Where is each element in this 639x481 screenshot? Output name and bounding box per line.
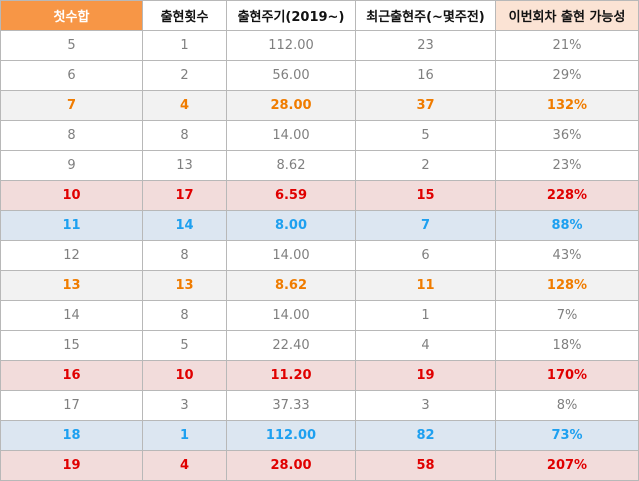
cell-probability: 36% [495,120,639,151]
cell-cycle: 14.00 [226,240,356,271]
cell-probability: 43% [495,240,639,271]
header-row: 첫수합 출현횟수 출현주기(2019~) 최근출현주(~몇주전) 이번회차 출현… [0,0,639,31]
cell-count: 1 [142,30,227,61]
cell-first-sum: 16 [0,360,143,391]
cell-recent: 6 [355,240,496,271]
cell-probability: 23% [495,150,639,181]
table-row: 15 5 22.40 4 18% [0,330,639,361]
header-first-sum: 첫수합 [0,0,143,31]
cell-cycle: 28.00 [226,90,356,121]
cell-probability: 128% [495,270,639,301]
cell-first-sum: 7 [0,90,143,121]
table-row: 6 2 56.00 16 29% [0,60,639,91]
cell-count: 4 [142,90,227,121]
cell-count: 10 [142,360,227,391]
cell-recent: 7 [355,210,496,241]
table-row: 14 8 14.00 1 7% [0,300,639,331]
cell-first-sum: 5 [0,30,143,61]
cell-first-sum: 10 [0,180,143,211]
cell-probability: 7% [495,300,639,331]
cell-count: 4 [142,450,227,481]
table-row: 5 1 112.00 23 21% [0,30,639,61]
cell-count: 5 [142,330,227,361]
cell-recent: 16 [355,60,496,91]
table-row: 17 3 37.33 3 8% [0,390,639,421]
cell-probability: 73% [495,420,639,451]
table-row: 13 13 8.62 11 128% [0,270,639,301]
cell-recent: 82 [355,420,496,451]
table-body: 5 1 112.00 23 21% 6 2 56.00 16 29% 7 4 28.00 37 132% 8 8… [0,30,639,481]
cell-count: 8 [142,120,227,151]
table-row: 9 13 8.62 2 23% [0,150,639,181]
cell-first-sum: 9 [0,150,143,181]
cell-count: 13 [142,150,227,181]
cell-cycle: 112.00 [226,30,356,61]
cell-probability: 88% [495,210,639,241]
cell-probability: 132% [495,90,639,121]
cell-probability: 170% [495,360,639,391]
table-row: 19 4 28.00 58 207% [0,450,639,481]
cell-probability: 207% [495,450,639,481]
cell-cycle: 56.00 [226,60,356,91]
cell-first-sum: 12 [0,240,143,271]
cell-recent: 11 [355,270,496,301]
cell-cycle: 112.00 [226,420,356,451]
cell-first-sum: 6 [0,60,143,91]
cell-cycle: 14.00 [226,120,356,151]
cell-cycle: 37.33 [226,390,356,421]
cell-cycle: 14.00 [226,300,356,331]
cell-cycle: 22.40 [226,330,356,361]
cell-count: 13 [142,270,227,301]
cell-first-sum: 8 [0,120,143,151]
cell-first-sum: 11 [0,210,143,241]
cell-recent: 2 [355,150,496,181]
cell-probability: 29% [495,60,639,91]
header-cycle: 출현주기(2019~) [226,0,356,31]
cell-first-sum: 13 [0,270,143,301]
cell-cycle: 8.00 [226,210,356,241]
cell-count: 8 [142,240,227,271]
cell-cycle: 28.00 [226,450,356,481]
cell-cycle: 11.20 [226,360,356,391]
cell-recent: 15 [355,180,496,211]
table-row: 18 1 112.00 82 73% [0,420,639,451]
cell-first-sum: 14 [0,300,143,331]
cell-count: 8 [142,300,227,331]
cell-first-sum: 19 [0,450,143,481]
table-row: 10 17 6.59 15 228% [0,180,639,211]
cell-probability: 8% [495,390,639,421]
cell-recent: 19 [355,360,496,391]
cell-recent: 1 [355,300,496,331]
table-row: 11 14 8.00 7 88% [0,210,639,241]
cell-first-sum: 15 [0,330,143,361]
header-recent: 최근출현주(~몇주전) [355,0,496,31]
cell-recent: 5 [355,120,496,151]
cell-cycle: 6.59 [226,180,356,211]
cell-count: 2 [142,60,227,91]
table-row: 8 8 14.00 5 36% [0,120,639,151]
cell-count: 17 [142,180,227,211]
header-count: 출현횟수 [142,0,227,31]
cell-probability: 21% [495,30,639,61]
cell-count: 3 [142,390,227,421]
cell-recent: 37 [355,90,496,121]
cell-probability: 228% [495,180,639,211]
cell-probability: 18% [495,330,639,361]
cell-cycle: 8.62 [226,150,356,181]
cell-first-sum: 17 [0,390,143,421]
cell-cycle: 8.62 [226,270,356,301]
cell-recent: 4 [355,330,496,361]
table-row: 7 4 28.00 37 132% [0,90,639,121]
cell-recent: 58 [355,450,496,481]
cell-recent: 3 [355,390,496,421]
cell-count: 14 [142,210,227,241]
cell-count: 1 [142,420,227,451]
table-row: 12 8 14.00 6 43% [0,240,639,271]
table-row: 16 10 11.20 19 170% [0,360,639,391]
header-probability: 이번회차 출현 가능성 [495,0,639,31]
cell-first-sum: 18 [0,420,143,451]
cell-recent: 23 [355,30,496,61]
